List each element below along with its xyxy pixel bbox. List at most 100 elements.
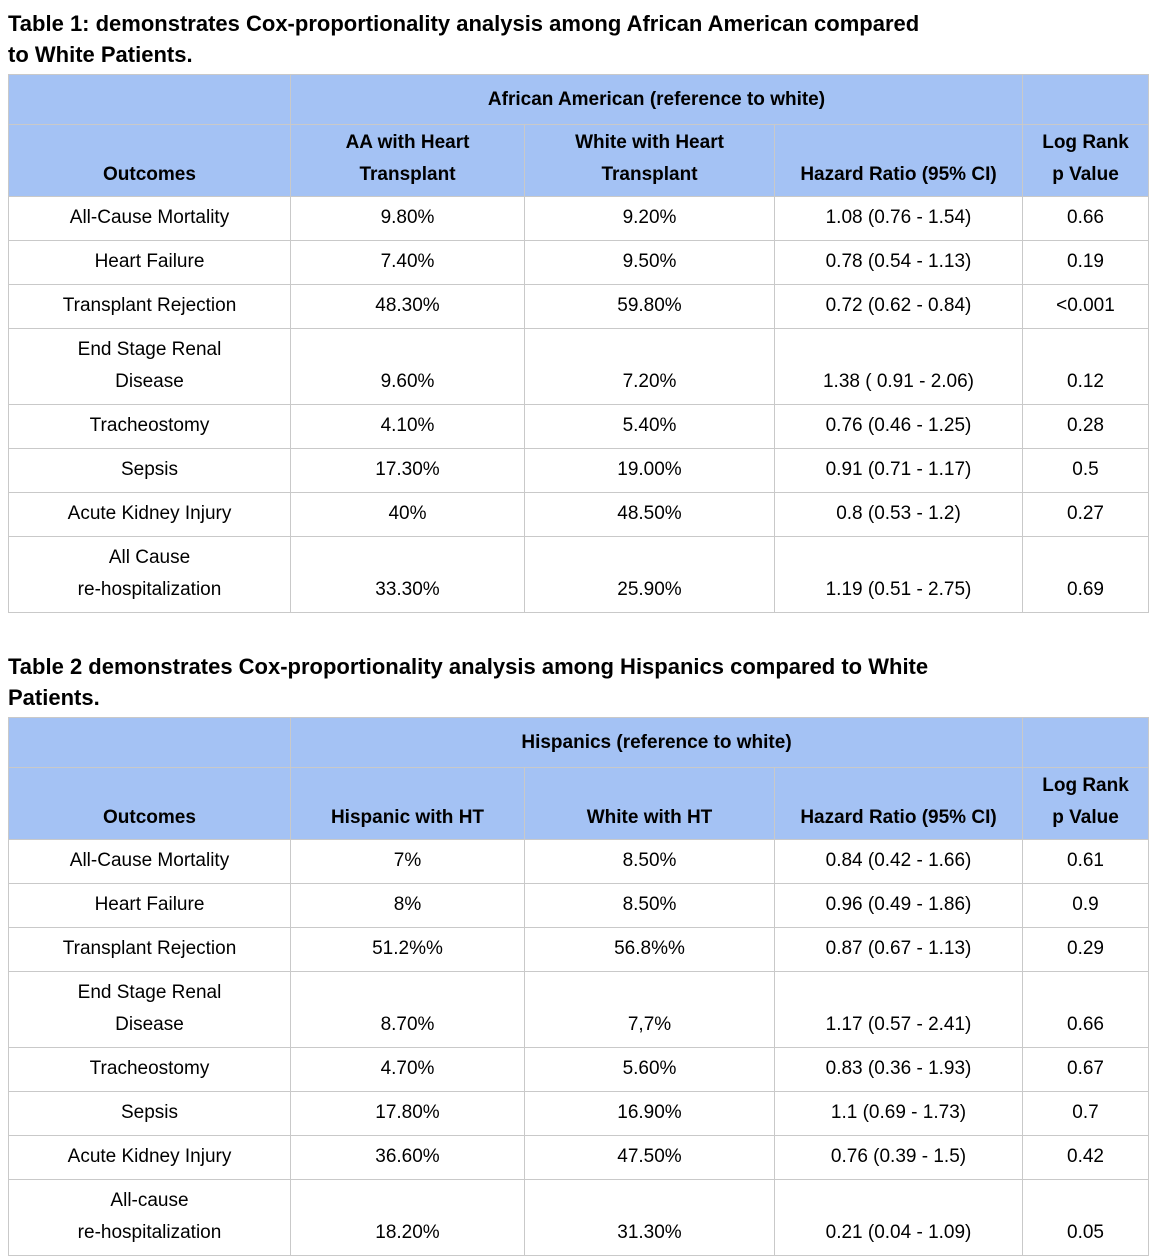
- p-value-cell: 0.66: [1022, 971, 1150, 1048]
- outcome-cell: Acute Kidney Injury: [8, 1135, 291, 1180]
- table-row: End Stage Renal Disease 9.60% 7.20% 1.38…: [8, 328, 1149, 405]
- group2-value-cell: 16.90%: [524, 1091, 775, 1136]
- group2-value-cell: 9.20%: [524, 196, 775, 241]
- group2-value-cell: 47.50%: [524, 1135, 775, 1180]
- hazard-ratio-cell: 0.8 (0.53 - 1.2): [774, 492, 1023, 537]
- hazard-ratio-cell: 0.76 (0.46 - 1.25): [774, 404, 1023, 449]
- hazard-ratio-cell: 1.19 (0.51 - 2.75): [774, 536, 1023, 613]
- p-value-cell: 0.28: [1022, 404, 1149, 449]
- table1-group-header-row: African American (reference to white): [8, 74, 1149, 125]
- group1-value-cell: 18.20%: [290, 1179, 525, 1256]
- column-header-hazard-ratio: Hazard Ratio (95% CI): [774, 124, 1023, 197]
- p-value-cell: 0.61: [1022, 839, 1150, 884]
- outcome-cell: Transplant Rejection: [8, 927, 291, 972]
- group1-value-cell: 9.80%: [290, 196, 525, 241]
- column-header-hazard-ratio: Hazard Ratio (95% CI): [773, 767, 1024, 840]
- p-value-cell: 0.12: [1022, 328, 1149, 405]
- p-value-cell: 0.5: [1022, 448, 1149, 493]
- group1-value-cell: 7%: [290, 839, 525, 884]
- empty-corner-cell: [8, 74, 291, 125]
- p-value-cell: 0.67: [1022, 1047, 1150, 1092]
- outcome-cell: End Stage Renal Disease: [8, 328, 291, 405]
- group2-value-cell: 7,7%: [524, 971, 775, 1048]
- outcome-cell: Sepsis: [8, 1091, 291, 1136]
- table-row: Sepsis 17.80% 16.90% 1.1 (0.69 - 1.73) 0…: [8, 1091, 1150, 1136]
- table-row: Heart Failure 8% 8.50% 0.96 (0.49 - 1.86…: [8, 883, 1150, 928]
- outcome-cell: Tracheostomy: [8, 404, 291, 449]
- outcome-cell: All Cause re-hospitalization: [8, 536, 291, 613]
- group1-value-cell: 8%: [290, 883, 525, 928]
- column-header-outcomes: Outcomes: [8, 124, 291, 197]
- p-value-cell: 0.66: [1022, 196, 1149, 241]
- table-row: Tracheostomy 4.10% 5.40% 0.76 (0.46 - 1.…: [8, 404, 1149, 449]
- table2-group-header: Hispanics (reference to white): [289, 717, 1024, 768]
- group1-value-cell: 51.2%%: [290, 927, 525, 972]
- group2-value-cell: 5.60%: [524, 1047, 775, 1092]
- group2-value-cell: 7.20%: [524, 328, 775, 405]
- group2-value-cell: 59.80%: [524, 284, 775, 329]
- table2-title: Table 2 demonstrates Cox-proportionality…: [8, 654, 929, 710]
- hazard-ratio-cell: 0.83 (0.36 - 1.93): [773, 1047, 1024, 1092]
- hazard-ratio-cell: 0.72 (0.62 - 0.84): [774, 284, 1023, 329]
- group2-value-cell: 9.50%: [524, 240, 775, 285]
- column-header-outcomes: Outcomes: [8, 767, 291, 840]
- empty-corner-cell: [8, 717, 291, 768]
- table2-column-header-row: Outcomes Hispanic with HT White with HT …: [8, 767, 1150, 840]
- p-value-cell: 0.27: [1022, 492, 1149, 537]
- p-value-cell: 0.7: [1022, 1091, 1150, 1136]
- column-header-group1: AA with Heart Transplant: [290, 124, 525, 197]
- p-value-cell: 0.19: [1022, 240, 1149, 285]
- empty-corner-cell: [1022, 717, 1150, 768]
- table-row: All-Cause Mortality 9.80% 9.20% 1.08 (0.…: [8, 196, 1149, 241]
- group2-value-cell: 5.40%: [524, 404, 775, 449]
- column-header-group2: White with HT: [524, 767, 775, 840]
- outcome-cell: Heart Failure: [8, 240, 291, 285]
- p-value-cell: 0.69: [1022, 536, 1149, 613]
- group2-value-cell: 31.30%: [524, 1179, 775, 1256]
- outcome-cell: All-cause re-hospitalization: [8, 1179, 291, 1256]
- group2-value-cell: 19.00%: [524, 448, 775, 493]
- column-header-p-value: Log Rank p Value: [1022, 767, 1150, 840]
- table1-group-header: African American (reference to white): [290, 74, 1023, 125]
- table1-cox-african-american: African American (reference to white) Ou…: [8, 74, 1149, 613]
- group1-value-cell: 48.30%: [290, 284, 525, 329]
- outcome-cell: Transplant Rejection: [8, 284, 291, 329]
- hazard-ratio-cell: 1.38 ( 0.91 - 2.06): [774, 328, 1023, 405]
- hazard-ratio-cell: 0.21 (0.04 - 1.09): [773, 1179, 1024, 1256]
- p-value-cell: 0.29: [1022, 927, 1150, 972]
- group2-value-cell: 8.50%: [524, 883, 775, 928]
- hazard-ratio-cell: 0.91 (0.71 - 1.17): [774, 448, 1023, 493]
- empty-corner-cell: [1022, 74, 1149, 125]
- group1-value-cell: 8.70%: [290, 971, 525, 1048]
- group1-value-cell: 17.80%: [290, 1091, 525, 1136]
- group1-value-cell: 33.30%: [290, 536, 525, 613]
- group2-value-cell: 56.8%%: [524, 927, 775, 972]
- group1-value-cell: 7.40%: [290, 240, 525, 285]
- p-value-cell: 0.05: [1022, 1179, 1150, 1256]
- table-row: Acute Kidney Injury 40% 48.50% 0.8 (0.53…: [8, 492, 1149, 537]
- column-header-group1: Hispanic with HT: [290, 767, 525, 840]
- group1-value-cell: 40%: [290, 492, 525, 537]
- table-row: Acute Kidney Injury 36.60% 47.50% 0.76 (…: [8, 1135, 1150, 1180]
- table-row: Transplant Rejection 51.2%% 56.8%% 0.87 …: [8, 927, 1150, 972]
- table-row: Heart Failure 7.40% 9.50% 0.78 (0.54 - 1…: [8, 240, 1149, 285]
- column-header-p-value: Log Rank p Value: [1022, 124, 1149, 197]
- table2-group-header-row: Hispanics (reference to white): [8, 717, 1150, 768]
- table-row: End Stage Renal Disease 8.70% 7,7% 1.17 …: [8, 971, 1150, 1048]
- hazard-ratio-cell: 1.1 (0.69 - 1.73): [773, 1091, 1024, 1136]
- group1-value-cell: 4.70%: [290, 1047, 525, 1092]
- hazard-ratio-cell: 0.84 (0.42 - 1.66): [773, 839, 1024, 884]
- table-row: Transplant Rejection 48.30% 59.80% 0.72 …: [8, 284, 1149, 329]
- outcome-cell: All-Cause Mortality: [8, 839, 291, 884]
- outcome-cell: Sepsis: [8, 448, 291, 493]
- hazard-ratio-cell: 0.96 (0.49 - 1.86): [773, 883, 1024, 928]
- hazard-ratio-cell: 0.87 (0.67 - 1.13): [773, 927, 1024, 972]
- outcome-cell: Tracheostomy: [8, 1047, 291, 1092]
- group2-value-cell: 8.50%: [524, 839, 775, 884]
- table-row: All-cause re-hospitalization 18.20% 31.3…: [8, 1179, 1150, 1256]
- column-header-group2: White with Heart Transplant: [524, 124, 775, 197]
- table-row: All Cause re-hospitalization 33.30% 25.9…: [8, 536, 1149, 613]
- outcome-cell: End Stage Renal Disease: [8, 971, 291, 1048]
- table1-column-header-row: Outcomes AA with Heart Transplant White …: [8, 124, 1149, 197]
- table-row: All-Cause Mortality 7% 8.50% 0.84 (0.42 …: [8, 839, 1150, 884]
